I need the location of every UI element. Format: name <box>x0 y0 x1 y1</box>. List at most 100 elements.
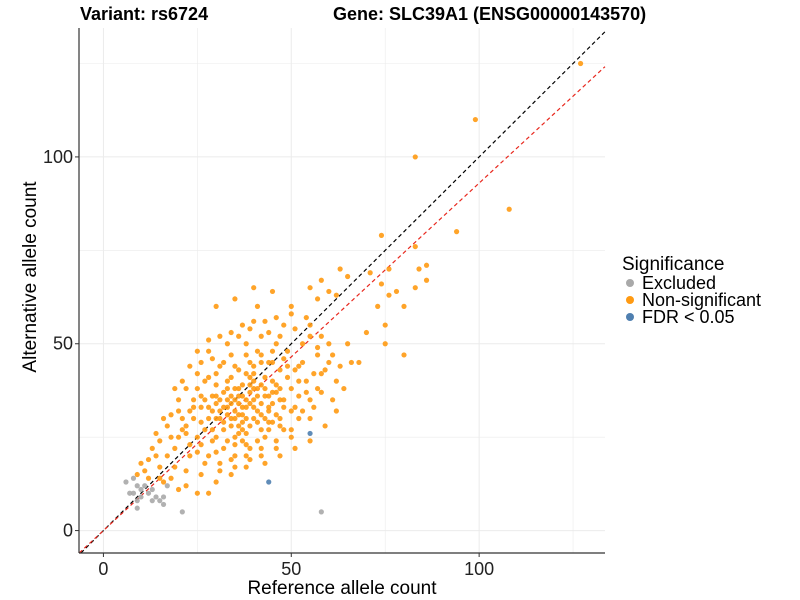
point-nonsignificant <box>262 434 268 440</box>
point-excluded <box>179 509 185 515</box>
point-nonsignificant <box>206 374 212 380</box>
point-nonsignificant <box>472 116 478 123</box>
point-nonsignificant <box>277 453 283 459</box>
point-nonsignificant <box>453 229 460 235</box>
point-nonsignificant <box>236 393 242 399</box>
point-nonsignificant <box>307 438 313 444</box>
point-nonsignificant <box>221 404 227 410</box>
point-excluded <box>164 483 170 489</box>
point-nonsignificant <box>168 434 174 440</box>
point-nonsignificant <box>179 415 185 422</box>
point-nonsignificant <box>367 270 373 276</box>
point-nonsignificant <box>254 438 261 444</box>
point-nonsignificant <box>258 400 264 407</box>
point-nonsignificant <box>194 434 200 440</box>
point-nonsignificant <box>314 344 321 351</box>
point-nonsignificant <box>228 415 234 422</box>
point-excluded <box>123 479 129 485</box>
legend-swatch <box>626 296 634 304</box>
y-tick-label: 50 <box>53 334 73 354</box>
point-nonsignificant <box>209 438 215 444</box>
point-nonsignificant <box>243 415 249 422</box>
point-nonsignificant <box>198 359 204 366</box>
point-nonsignificant <box>247 389 253 395</box>
point-nonsignificant <box>164 423 170 429</box>
point-excluded <box>130 490 137 496</box>
point-nonsignificant <box>145 456 152 463</box>
point-nonsignificant <box>247 445 253 451</box>
point-nonsignificant <box>292 367 298 373</box>
point-nonsignificant <box>386 292 392 298</box>
point-nonsignificant <box>187 442 193 448</box>
point-nonsignificant <box>273 438 279 444</box>
x-tick-label: 100 <box>464 559 494 579</box>
point-nonsignificant <box>337 363 343 369</box>
point-nonsignificant <box>251 397 257 403</box>
point-nonsignificant <box>228 352 234 358</box>
point-nonsignificant <box>190 404 197 410</box>
point-nonsignificant <box>247 400 253 407</box>
point-nonsignificant <box>243 371 249 377</box>
point-nonsignificant <box>412 154 418 160</box>
point-nonsignificant <box>318 333 324 339</box>
point-nonsignificant <box>273 341 279 347</box>
point-nonsignificant <box>183 423 189 429</box>
point-nonsignificant <box>333 292 339 298</box>
point-nonsignificant <box>157 438 163 444</box>
point-nonsignificant <box>375 303 381 309</box>
point-nonsignificant <box>247 423 253 429</box>
point-nonsignificant <box>243 341 249 347</box>
point-nonsignificant <box>243 464 249 470</box>
point-nonsignificant <box>258 427 264 433</box>
point-nonsignificant <box>333 378 339 384</box>
point-nonsignificant <box>213 434 219 440</box>
point-excluded <box>130 475 137 481</box>
point-nonsignificant <box>333 408 339 414</box>
y-tick-label: 0 <box>63 521 73 541</box>
point-nonsignificant <box>251 415 257 422</box>
point-nonsignificant <box>138 460 144 466</box>
point-nonsignificant <box>322 423 328 429</box>
point-nonsignificant <box>168 475 174 481</box>
point-nonsignificant <box>284 348 291 354</box>
legend-swatch <box>626 279 634 287</box>
point-nonsignificant <box>221 419 227 425</box>
point-excluded <box>157 498 163 504</box>
point-nonsignificant <box>232 397 238 403</box>
point-nonsignificant <box>243 430 249 437</box>
point-nonsignificant <box>190 397 197 403</box>
point-nonsignificant <box>160 415 167 422</box>
point-nonsignificant <box>277 423 283 429</box>
axes <box>78 28 605 554</box>
legend-label: Non-significant <box>642 290 761 310</box>
data-points <box>123 60 584 515</box>
point-nonsignificant <box>206 490 212 496</box>
point-nonsignificant <box>202 427 208 433</box>
point-nonsignificant <box>213 449 219 455</box>
point-excluded <box>134 505 140 511</box>
point-significant <box>307 430 313 437</box>
point-excluded <box>318 509 324 515</box>
point-nonsignificant <box>269 389 276 395</box>
point-significant <box>266 479 272 485</box>
x-tick-label: 0 <box>98 559 108 579</box>
point-nonsignificant <box>258 352 264 358</box>
point-nonsignificant <box>254 303 261 309</box>
gene-title: Gene: SLC39A1 (ENSG00000143570) <box>333 4 647 24</box>
point-nonsignificant <box>183 385 189 392</box>
point-nonsignificant <box>202 378 208 384</box>
point-nonsignificant <box>243 453 249 459</box>
point-nonsignificant <box>251 285 257 291</box>
point-nonsignificant <box>296 363 302 369</box>
legend-label: Excluded <box>642 273 716 293</box>
point-nonsignificant <box>281 397 287 403</box>
point-nonsignificant <box>157 464 163 470</box>
point-nonsignificant <box>232 363 238 369</box>
point-nonsignificant <box>194 449 200 455</box>
legend-swatch <box>626 313 634 321</box>
point-nonsignificant <box>292 404 298 410</box>
identity-line <box>80 31 606 554</box>
point-nonsignificant <box>345 341 351 347</box>
point-nonsignificant <box>345 273 351 280</box>
point-excluded <box>142 483 148 489</box>
